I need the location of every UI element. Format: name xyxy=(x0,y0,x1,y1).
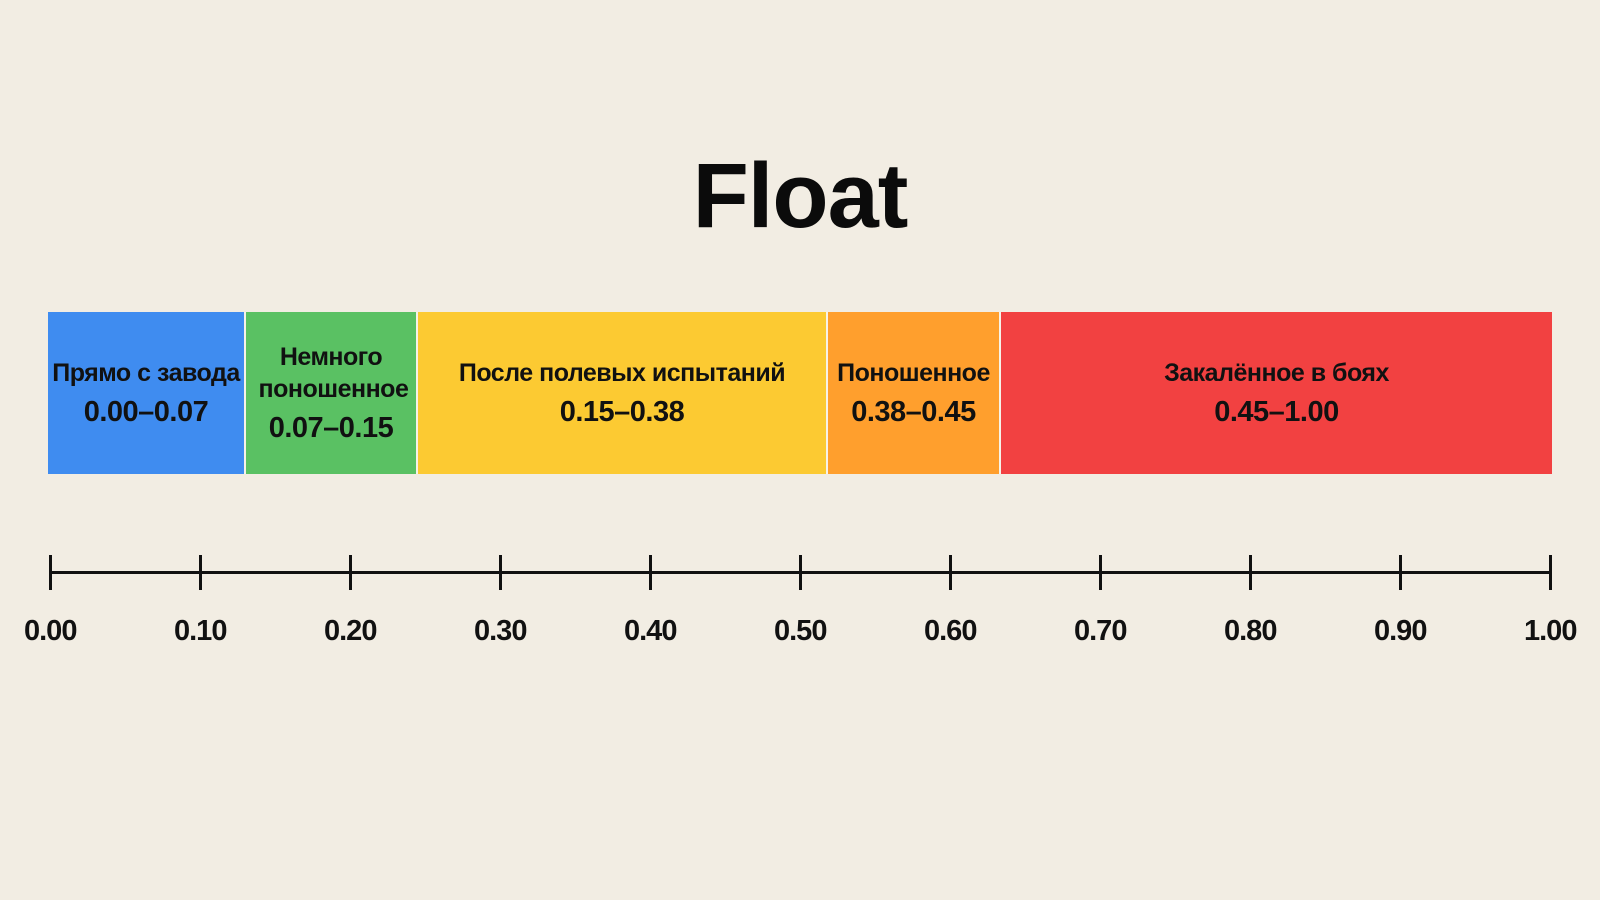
float-axis: 0.00 0.10 0.20 0.30 0.40 0.50 0.60 0.70 … xyxy=(0,548,1600,658)
axis-tick-1-00 xyxy=(1548,555,1552,590)
segment-well-worn-label: Поношенное xyxy=(837,359,990,387)
axis-tick-0-00 xyxy=(48,555,52,590)
axis-tick-label-0-50: 0.50 xyxy=(774,615,827,647)
diagram-title: Float xyxy=(692,145,909,247)
axis-tick-label-0-20: 0.20 xyxy=(324,615,377,647)
axis-tick-label-0-10: 0.10 xyxy=(174,615,227,647)
axis-tick-0-90 xyxy=(1398,555,1402,590)
segment-field-tested-label: После полевых испытаний xyxy=(458,359,786,387)
segment-minimal-wear-range: 0.07–0.15 xyxy=(268,412,394,444)
axis-tick-0-50 xyxy=(798,555,802,590)
float-range-bar: Прямо с завода 0.00–0.07 Немного поношен… xyxy=(48,312,1552,474)
axis-tick-0-10 xyxy=(198,555,202,590)
segment-factory-new: Прямо с завода 0.00–0.07 xyxy=(48,312,244,474)
segment-battle-scarred: Закалённое в боях 0.45–1.00 xyxy=(999,312,1552,474)
segment-field-tested-range: 0.15–0.38 xyxy=(559,396,685,428)
axis-tick-label-1-00: 1.00 xyxy=(1524,615,1577,647)
axis-tick-0-60 xyxy=(948,555,952,590)
segment-factory-new-label: Прямо с завода xyxy=(52,359,240,387)
axis-tick-label-0-00: 0.00 xyxy=(24,615,77,647)
axis-tick-label-0-90: 0.90 xyxy=(1374,615,1427,647)
segment-well-worn-range: 0.38–0.45 xyxy=(851,396,976,428)
segment-battle-scarred-range: 0.45–1.00 xyxy=(1214,396,1339,428)
axis-tick-0-20 xyxy=(348,555,352,590)
segment-battle-scarred-label: Закалённое в боях xyxy=(1164,359,1389,387)
segment-minimal-wear: Немного поношенное 0.07–0.15 xyxy=(244,312,416,474)
axis-tick-0-70 xyxy=(1098,555,1102,590)
axis-tick-label-0-70: 0.70 xyxy=(1074,615,1127,647)
axis-tick-0-30 xyxy=(498,555,502,590)
segment-minimal-wear-label: Немного поношенное xyxy=(258,343,409,403)
axis-tick-label-0-40: 0.40 xyxy=(624,615,677,647)
segment-well-worn: Поношенное 0.38–0.45 xyxy=(826,312,999,474)
axis-tick-label-0-80: 0.80 xyxy=(1224,615,1277,647)
axis-tick-label-0-60: 0.60 xyxy=(924,615,977,647)
axis-tick-0-40 xyxy=(648,555,652,590)
axis-tick-label-0-30: 0.30 xyxy=(474,615,527,647)
axis-tick-0-80 xyxy=(1248,555,1252,590)
segment-factory-new-range: 0.00–0.07 xyxy=(83,396,209,428)
segment-field-tested: После полевых испытаний 0.15–0.38 xyxy=(416,312,826,474)
